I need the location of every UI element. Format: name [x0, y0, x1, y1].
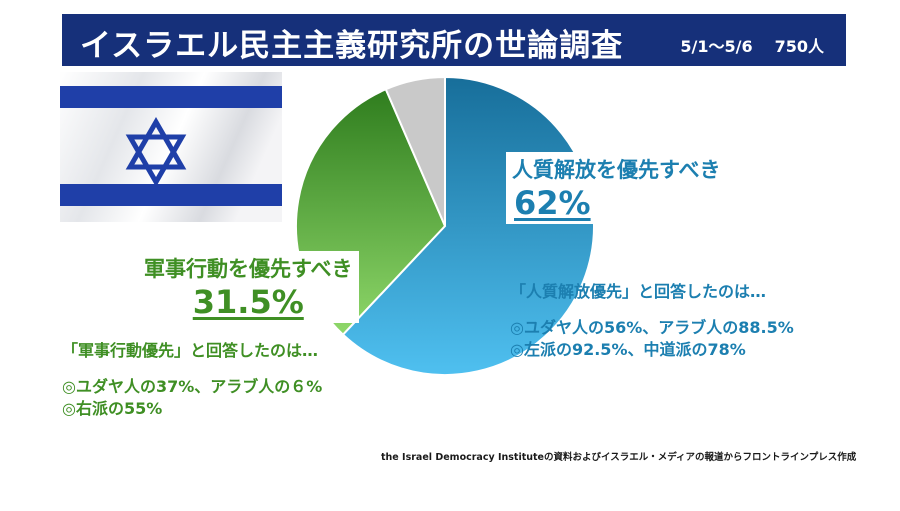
military-label-text: 軍事行動を優先すべき — [144, 257, 353, 281]
military-breakdown-heading: 「軍事行動優先」と回答したのは… — [62, 341, 319, 360]
military-breakdown-line: ◎ユダヤ人の37%、アラブ人の６% — [62, 377, 323, 396]
military-percent: 31.5% — [192, 283, 304, 321]
military-breakdown-line: ◎右派の55% — [62, 399, 163, 418]
military-breakdown: 「軍事行動優先」と回答したのは… ◎ユダヤ人の37%、アラブ人の６% ◎右派の5… — [62, 340, 322, 420]
hostages-breakdown: 「人質解放優先」と回答したのは… ◎ユダヤ人の56%、アラブ人の88.5% ◎左… — [510, 281, 794, 361]
header-banner: イスラエル民主主義研究所の世論調査 5/1〜5/6 750人 — [62, 14, 846, 66]
survey-sample: 750人 — [774, 37, 824, 56]
hostages-percent: 62% — [514, 184, 591, 222]
survey-meta: 5/1〜5/6 750人 — [680, 33, 824, 57]
hostages-label: 人質解放を優先すべき 62% — [506, 152, 727, 224]
pie-slice-hostages — [341, 75, 595, 376]
source-credit: the Israel Democracy Instituteの資料およびイスラエ… — [381, 452, 857, 463]
hostages-breakdown-heading: 「人質解放優先」と回答したのは… — [510, 282, 767, 301]
military-label: 軍事行動を優先すべき 31.5% — [138, 251, 359, 323]
pie-slice-other — [384, 75, 446, 227]
israel-flag-icon — [60, 72, 282, 222]
page-title: イスラエル民主主義研究所の世論調査 — [80, 28, 624, 64]
survey-period: 5/1〜5/6 — [680, 37, 753, 56]
hostages-breakdown-line: ◎ユダヤ人の56%、アラブ人の88.5% — [510, 318, 794, 337]
hostages-breakdown-line: ◎左派の92.5%、中道派の78% — [510, 340, 746, 359]
hostages-label-text: 人質解放を優先すべき — [512, 158, 721, 182]
